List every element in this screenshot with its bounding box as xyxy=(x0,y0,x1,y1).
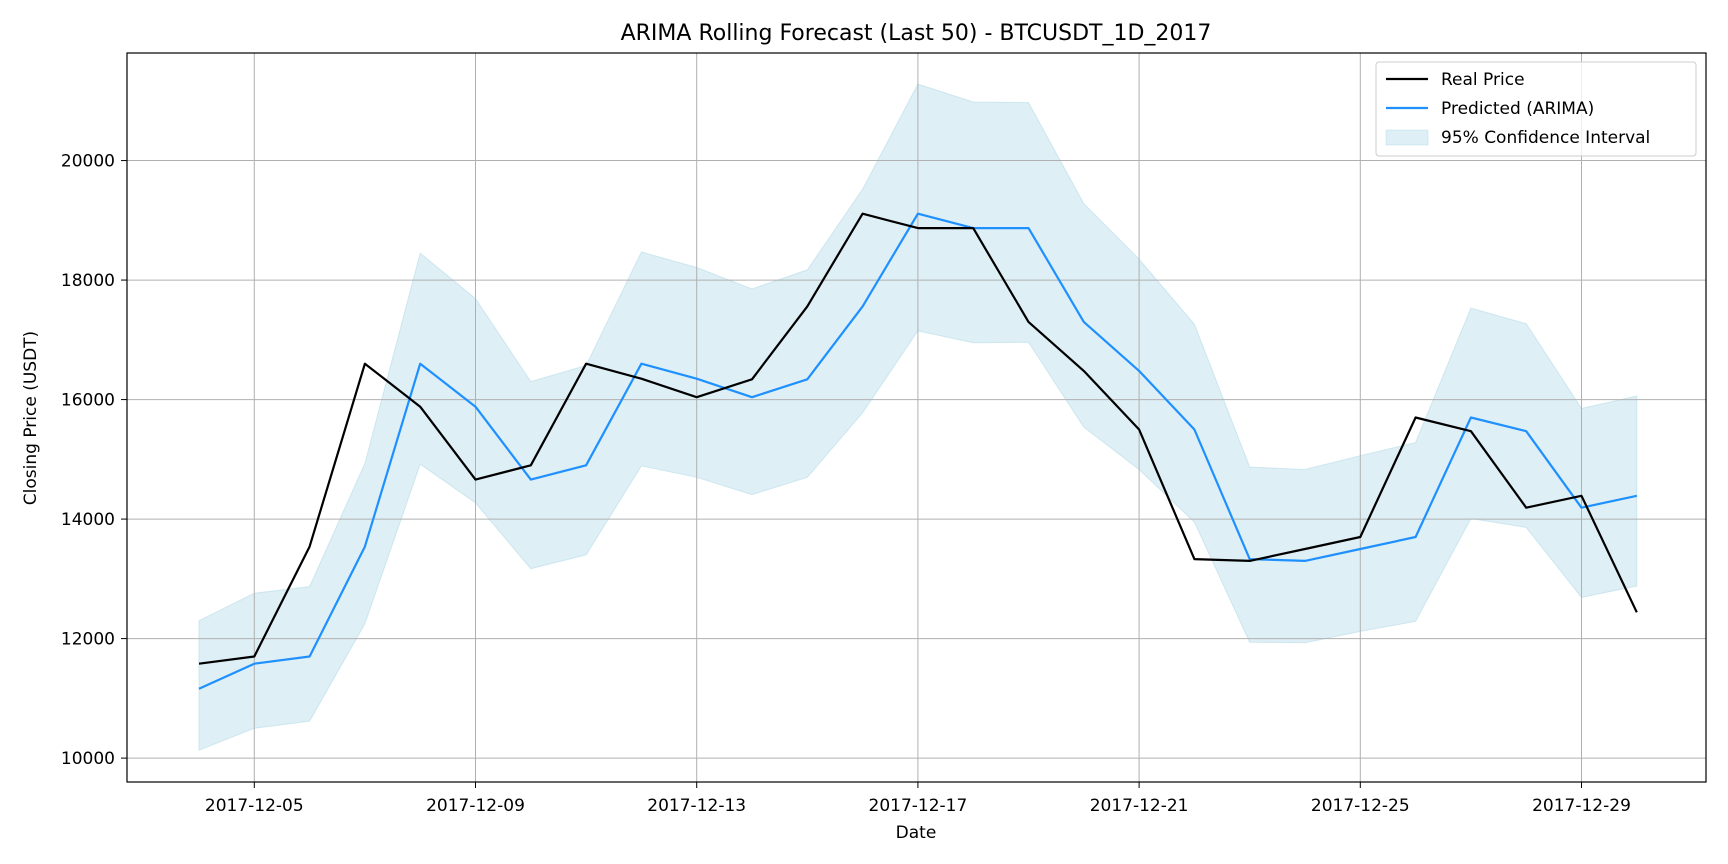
legend: Real Price Predicted (ARIMA) 95% Confide… xyxy=(1375,61,1697,157)
y-tick-label: 20000 xyxy=(61,152,115,172)
series-line-layer xyxy=(198,212,1638,690)
legend-box xyxy=(1375,61,1697,157)
x-tick-label: 2017-12-25 xyxy=(1311,796,1410,816)
x-tick-label: 2017-12-09 xyxy=(426,796,525,816)
y-tick-label: 10000 xyxy=(61,749,115,769)
y-tick-label: 18000 xyxy=(61,271,115,291)
legend-swatch-confidence-interval xyxy=(1385,129,1429,146)
tick-layer: 2017-12-05 2017-12-09 2017-12-13 2017-12-17… xyxy=(61,152,1631,816)
x-tick-label: 2017-12-21 xyxy=(1090,796,1189,816)
y-tick-label: 16000 xyxy=(61,391,115,411)
y-tick-label: 12000 xyxy=(61,630,115,650)
x-tick-label: 2017-12-13 xyxy=(647,796,746,816)
legend-label-predicted: Predicted (ARIMA) xyxy=(1441,99,1594,119)
y-tick-label: 14000 xyxy=(61,510,115,530)
y-axis-title: Closing Price (USDT) xyxy=(21,331,41,505)
x-tick-label: 2017-12-29 xyxy=(1532,796,1631,816)
legend-label-real-price: Real Price xyxy=(1441,70,1525,90)
x-axis-title: Date xyxy=(896,823,937,843)
x-tick-label: 2017-12-05 xyxy=(205,796,304,816)
grid-layer xyxy=(127,53,1706,782)
plot-frame xyxy=(126,52,1707,783)
x-tick-label: 2017-12-17 xyxy=(869,796,968,816)
real-price-line xyxy=(198,212,1638,665)
chart-title: ARIMA Rolling Forecast (Last 50) - BTCUS… xyxy=(621,21,1212,46)
predicted-arima-line xyxy=(198,212,1638,690)
legend-label-confidence-interval: 95% Confidence Interval xyxy=(1441,128,1650,148)
